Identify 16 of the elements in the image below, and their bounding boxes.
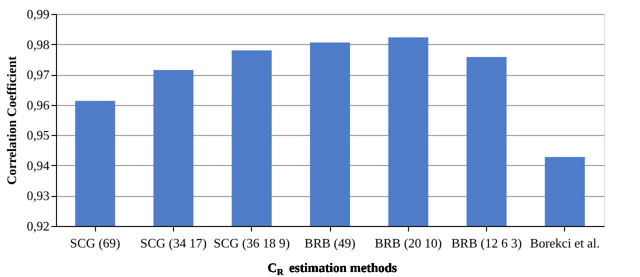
x-tick-label: BRB (20 10) xyxy=(374,236,442,250)
y-tick-label: 0,97 xyxy=(26,67,50,82)
x-tick-label: SCG (69) xyxy=(70,236,120,250)
y-tick-label: 0,92 xyxy=(26,218,50,234)
y-tick-label: 0,98 xyxy=(26,36,50,52)
x-tick-label: SCG (36 18 9) xyxy=(214,236,290,250)
y-axis-title: Correlation Coefficient xyxy=(4,56,19,185)
x-tick-label: BRB (12 6 3) xyxy=(451,236,522,250)
x-tick-label: BRB (49) xyxy=(304,236,356,250)
y-tick-label: 0,94 xyxy=(26,158,50,173)
y-tick-label: 0,95 xyxy=(26,128,50,143)
y-tick-label: 0,93 xyxy=(26,188,50,204)
x-tick-label: Borekci et al. xyxy=(530,236,600,250)
y-tick-label: 0,96 xyxy=(26,97,50,112)
y-tick-label: 0,99 xyxy=(26,6,50,22)
x-tick-label: SCG (34 17) xyxy=(140,236,207,250)
